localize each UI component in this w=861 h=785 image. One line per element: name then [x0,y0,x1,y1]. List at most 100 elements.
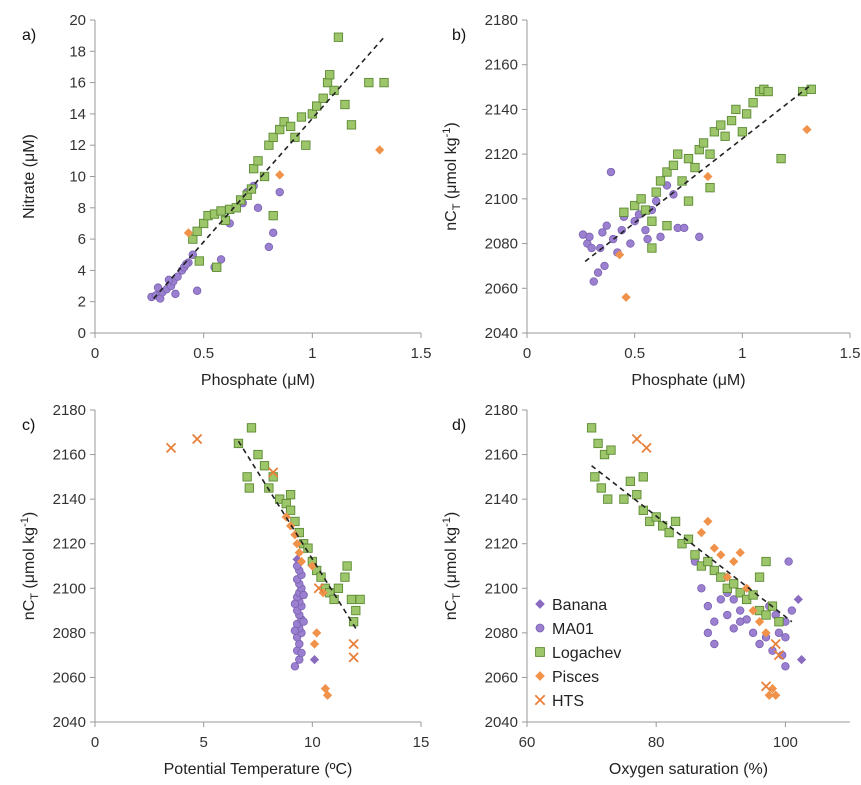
panel-label: c) [22,417,35,434]
point-logachev [638,472,648,482]
y-tick-label: 2100 [485,191,518,208]
legend-label: HTS [552,693,584,710]
panel-d: 2040 2060 2080 2100 2120 2140 2160 2180 60 80 100 d… [441,402,850,778]
point-pisces [621,292,631,302]
point-pisces [275,170,285,180]
x-tick-label: 15 [413,734,430,751]
point-ma01 [171,289,180,299]
point-ma01 [606,167,616,177]
point-pisces [290,530,300,540]
point-ma01 [703,601,713,611]
point-hts [773,650,785,661]
point-logachev [806,84,816,94]
point-hts [631,433,642,445]
point-ma01 [269,228,278,238]
legend-entry-ma01: MA01 [535,621,594,638]
point-logachev [647,216,657,226]
point-ma01 [643,234,652,244]
point-logachev [673,149,683,159]
point-ma01 [652,196,661,206]
series-logachev [586,423,784,627]
x-tick-label: 100 [773,734,798,751]
y-tick-label: 2060 [485,669,518,686]
point-logachev [647,243,657,253]
point-logachev [606,445,616,455]
point-hts [770,638,781,650]
point-logachev [655,176,666,186]
series-hts [631,433,785,692]
panel-label: d) [452,417,466,434]
point-logachev [216,206,226,216]
point-ma01 [723,610,732,620]
point-logachev [253,449,263,460]
point-logachev [703,556,713,567]
point-logachev [253,156,263,166]
point-ma01 [735,606,745,615]
y-tick-label: 2080 [53,625,86,642]
point-ma01 [589,277,598,286]
point-logachev [683,196,694,206]
point-logachev [716,120,726,130]
y-tick-label: 2180 [53,402,86,419]
legend-label: Logachev [552,645,621,662]
point-ma01 [608,234,618,244]
point-pisces [761,628,771,638]
x-tick-label: 0 [91,734,99,751]
point-ma01 [716,595,725,604]
y-tick-label: 2040 [485,325,518,342]
y-tick-label: 8 [78,200,86,217]
point-logachev [636,194,646,204]
point-logachev [285,505,296,515]
point-logachev [342,561,352,571]
point-pisces [764,690,774,700]
x-tick-label: 0 [523,345,531,362]
x-axis-label: Phosphate (μM) [201,372,315,389]
point-ma01 [253,203,263,212]
y-tick-label: 2120 [485,146,518,163]
point-logachev [698,138,709,148]
x-tick-label: 1.5 [411,345,432,362]
point-logachev [312,101,322,111]
point-logachev [763,86,773,97]
point-logachev [318,93,328,103]
point-pisces [294,548,304,558]
point-logachev [748,590,758,600]
point-pisces [183,228,194,238]
point-ma01 [596,243,605,253]
y-tick-label: 2120 [485,536,518,553]
y-tick-label: 2040 [485,714,518,731]
legend-entry-hts: HTS [534,693,584,710]
point-logachev [268,210,278,221]
point-logachev [662,221,672,231]
y-tick-label: 2160 [485,447,518,464]
point-logachev [301,140,311,150]
trend-line [153,36,385,300]
point-pisces [748,605,758,616]
point-logachev [630,200,640,211]
point-ma01 [787,606,797,615]
point-ma01 [729,624,738,633]
point-logachev [290,132,300,143]
point-logachev [603,494,613,504]
y-tick-label: 2160 [53,447,86,464]
point-ma01 [695,232,704,242]
point-pisces [754,617,765,627]
point-logachev [748,98,758,108]
y-axis-label: nCT (μmol kg-1) [441,122,463,230]
point-logachev [683,534,694,544]
point-ma01 [755,639,764,649]
legend: Banana MA01 Logachev Pisces HTS [534,597,621,710]
y-tick-label: 0 [78,325,86,342]
series-ma01 [690,557,797,671]
panel-label: b) [452,27,466,44]
point-logachev [194,256,204,266]
point-logachev [690,550,700,560]
point-pisces [614,250,625,260]
point-logachev [199,218,209,229]
point-logachev [709,127,719,137]
point-logachev [668,160,679,170]
x-tick-label: 0.5 [193,345,214,362]
point-ma01 [216,255,226,264]
series-ma01 [290,561,308,671]
point-logachev [346,120,357,130]
